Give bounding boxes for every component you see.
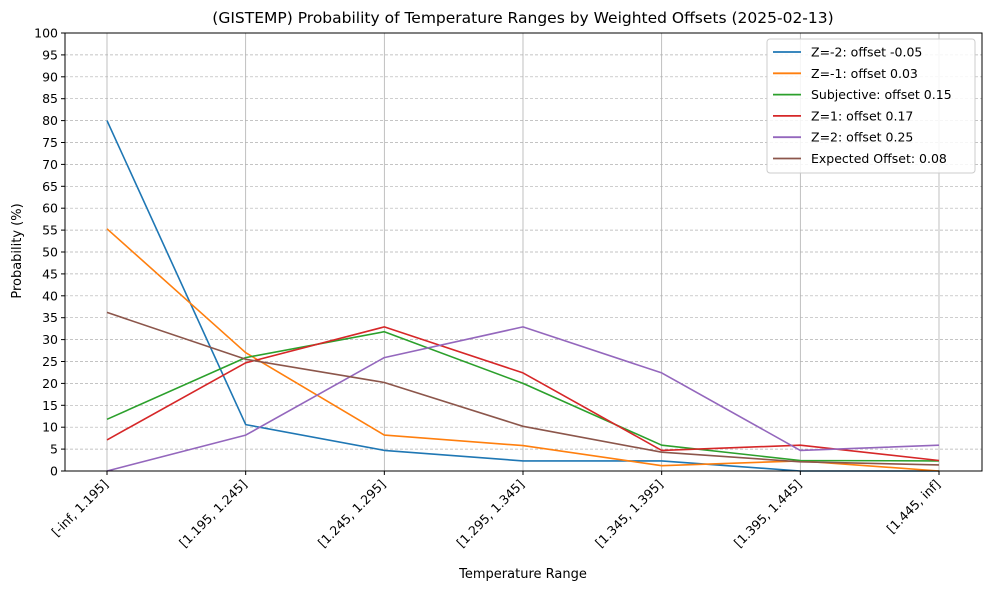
x-tick-label: [1.445, inf] xyxy=(884,477,944,537)
y-tick-label: 10 xyxy=(42,420,58,435)
legend-label: Z=1: offset 0.17 xyxy=(811,108,913,123)
y-tick-label: 100 xyxy=(34,26,58,41)
y-tick-label: 25 xyxy=(42,354,58,369)
y-tick-label: 15 xyxy=(42,398,58,413)
y-tick-label: 0 xyxy=(50,464,58,479)
y-tick-label: 50 xyxy=(42,245,58,260)
y-tick-label: 55 xyxy=(42,223,58,238)
legend: Z=-2: offset -0.05 Z=-1: offset 0.03 Subje… xyxy=(766,38,976,174)
x-tick-label: [1.245, 1.295] xyxy=(315,477,389,551)
y-tick-label: 35 xyxy=(42,310,58,325)
y-tick-label: 45 xyxy=(42,266,58,281)
y-axis: 0 5 10 15 20 25 30 35 40 45 50 55 60 65 70 75 80 85 90 95 10… xyxy=(34,26,65,479)
y-tick-label: 60 xyxy=(42,201,58,216)
y-axis-title: Probability (%) xyxy=(10,203,25,298)
series-line-4 xyxy=(106,326,940,462)
grid xyxy=(65,32,982,472)
y-tick-label: 30 xyxy=(42,332,58,347)
series-line-5 xyxy=(106,326,940,472)
legend-label: Subjective: offset 0.15 xyxy=(811,87,952,102)
y-tick-label: 80 xyxy=(42,113,58,128)
y-tick-label: 20 xyxy=(42,376,58,391)
chart-title: (GISTEMP) Probability of Temperature Ran… xyxy=(212,9,833,27)
y-tick-label: 85 xyxy=(42,91,58,106)
legend-label: Z=-2: offset -0.05 xyxy=(811,45,922,60)
y-tick-label: 75 xyxy=(42,135,58,150)
x-tick-label: [-inf, 1.195] xyxy=(48,477,111,540)
legend-label: Expected Offset: 0.08 xyxy=(811,151,947,166)
legend-label: Z=2: offset 0.25 xyxy=(811,130,913,145)
x-tick-label: [1.295, 1.345] xyxy=(453,477,527,551)
x-tick-label: [1.395, 1.445] xyxy=(731,477,805,551)
legend-label: Z=-1: offset 0.03 xyxy=(811,66,918,81)
y-tick-label: 70 xyxy=(42,157,58,172)
y-tick-label: 5 xyxy=(50,442,58,457)
x-tick-label: [1.345, 1.395] xyxy=(592,477,666,551)
series-line-6 xyxy=(106,311,940,466)
y-tick-label: 90 xyxy=(42,69,58,84)
y-tick-label: 40 xyxy=(42,288,58,303)
y-tick-label: 95 xyxy=(42,47,58,62)
series-line-3 xyxy=(106,330,940,462)
x-axis: [-inf, 1.195] [1.195, 1.245] [1.245, 1.295… xyxy=(48,471,943,550)
y-tick-label: 65 xyxy=(42,179,58,194)
x-tick-label: [1.195, 1.245] xyxy=(176,477,250,551)
x-axis-title: Temperature Range xyxy=(458,567,587,582)
legend-box xyxy=(766,38,976,174)
